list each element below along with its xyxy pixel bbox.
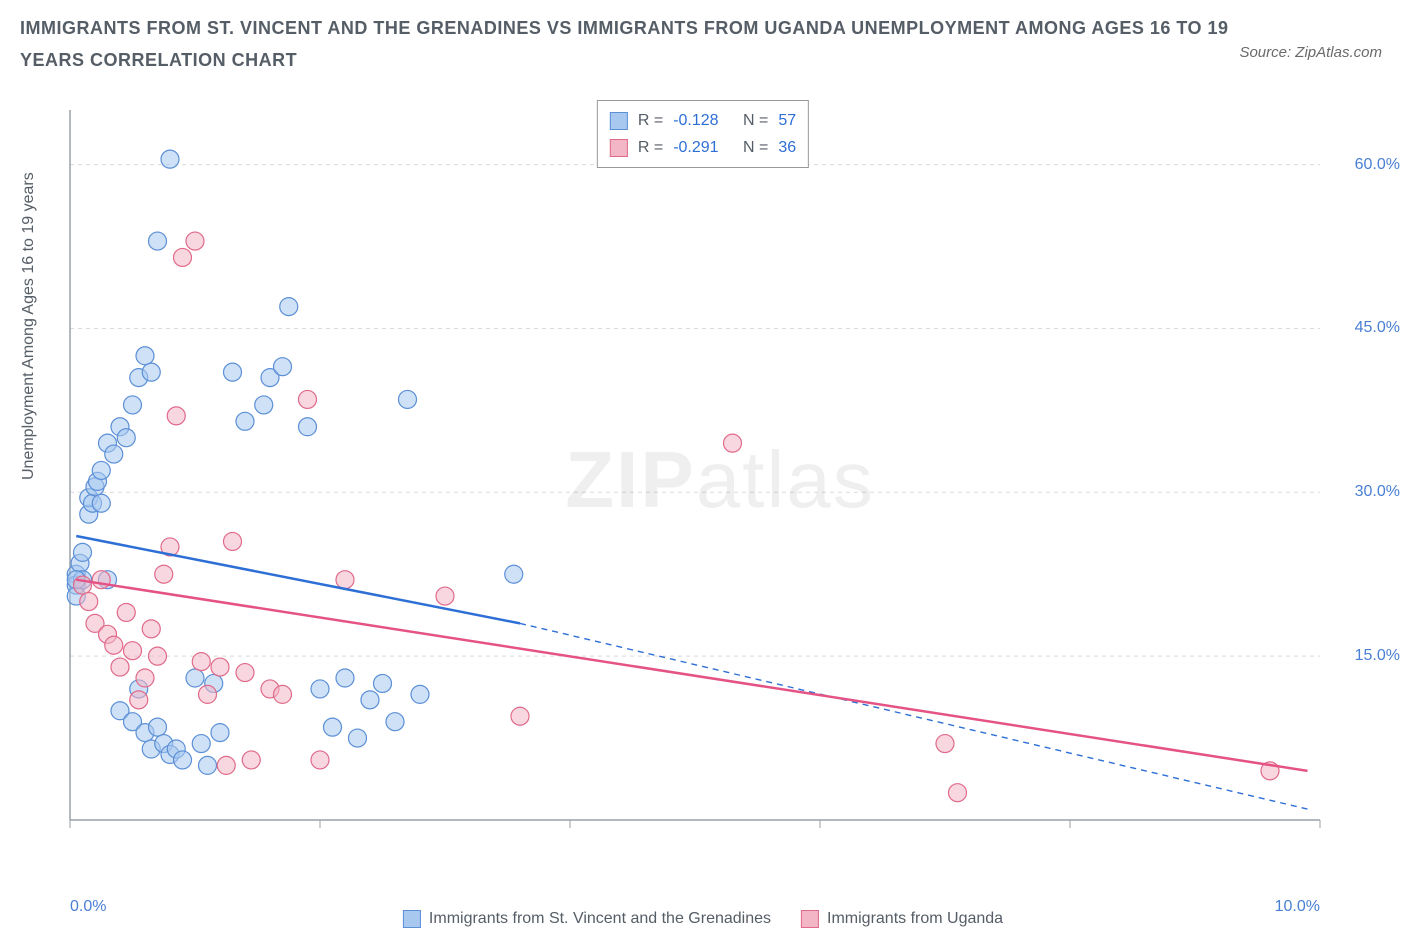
y-tick-label: 30.0% [1355, 483, 1400, 501]
legend-bottom-swatch-a [403, 910, 421, 928]
legend-stats-box: R = -0.128 N = 57 R = -0.291 N = 36 [597, 100, 809, 168]
legend-bottom-swatch-b [801, 910, 819, 928]
r-value-a: -0.128 [673, 107, 718, 134]
n-label-b: N = [743, 134, 768, 161]
y-tick-label: 45.0% [1355, 319, 1400, 337]
y-tick-label: 15.0% [1355, 647, 1400, 665]
legend-swatch-a [610, 112, 628, 130]
legend-swatch-b [610, 139, 628, 157]
n-value-a: 57 [778, 107, 796, 134]
legend-label-b: Immigrants from Uganda [827, 910, 1003, 928]
legend-stats-row-a: R = -0.128 N = 57 [610, 107, 796, 134]
chart-area: ZIPatlas [60, 100, 1380, 860]
r-value-b: -0.291 [673, 134, 718, 161]
legend-stats-row-b: R = -0.291 N = 36 [610, 134, 796, 161]
y-tick-label: 60.0% [1355, 156, 1400, 174]
r-label-b: R = [638, 134, 663, 161]
x-tick-label: 0.0% [70, 898, 106, 916]
chart-title: IMMIGRANTS FROM ST. VINCENT AND THE GREN… [20, 12, 1246, 77]
r-label-a: R = [638, 107, 663, 134]
scatter-chart-svg [60, 100, 1380, 860]
n-label-a: N = [743, 107, 768, 134]
legend-item-b: Immigrants from Uganda [801, 910, 1003, 928]
y-axis-label: Unemployment Among Ages 16 to 19 years [20, 172, 38, 480]
legend-item-a: Immigrants from St. Vincent and the Gren… [403, 910, 771, 928]
legend-bottom: Immigrants from St. Vincent and the Gren… [403, 910, 1003, 928]
x-tick-label: 10.0% [1275, 898, 1320, 916]
legend-label-a: Immigrants from St. Vincent and the Gren… [429, 910, 771, 928]
n-value-b: 36 [778, 134, 796, 161]
source-attribution: Source: ZipAtlas.com [1239, 44, 1382, 61]
